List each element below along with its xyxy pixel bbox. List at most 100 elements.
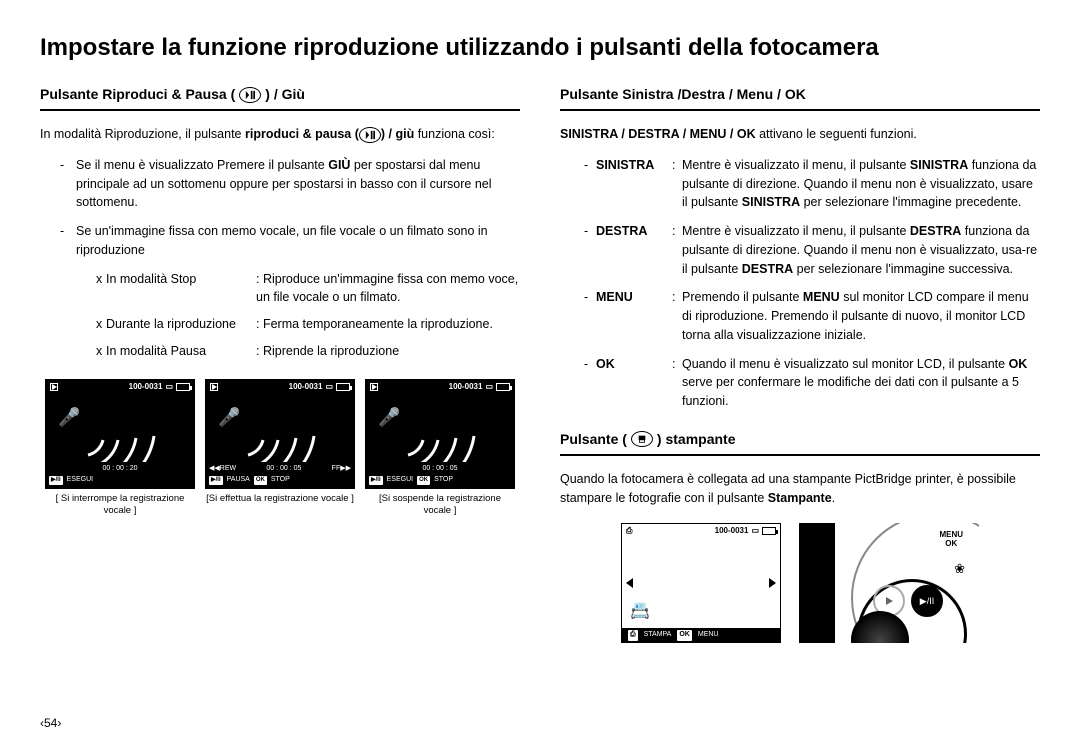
printer-text: Quando la fotocamera è collegata ad una … — [560, 470, 1040, 508]
left-heading: Pulsante Riproduci & Pausa ( ) / Giù — [40, 84, 520, 111]
right-arrow-icon[interactable] — [769, 578, 776, 588]
page-number: ‹54› — [40, 714, 61, 732]
file-number: 100-0031 — [715, 525, 749, 537]
play-pause-button[interactable]: ▶/II — [911, 585, 943, 617]
thumb-lcd: 100-0031 ▭ 🎤 00 : 00 : 05 ▶/II ESEG — [365, 379, 515, 489]
thumb-lcd: 100-0031 ▭ 🎤 ◀◀REW00 : 00 : 05FF▶▶ ▶/II — [205, 379, 355, 489]
thumbnail: 100-0031 ▭ 🎤 00 : 00 : 05 ▶/II ESEG — [365, 379, 515, 518]
thumbnail: 100-0031 ▭ 🎤 00 : 00 : 20 ▶/II ESEG — [45, 379, 195, 518]
timestamp: 00 : 00 : 05 — [266, 464, 301, 475]
control-label: ESEGUI — [67, 475, 93, 486]
bullet-item: Se un'immagine fissa con memo vocale, un… — [64, 222, 520, 361]
bullet-text: Se il menu è visualizzato Premere il pul… — [76, 158, 328, 172]
thumb-caption: [Si sospende la registrazione vocale ] — [365, 493, 515, 518]
sub-desc: Riprende la riproduzione — [256, 342, 520, 361]
sub-label: In modalità Stop — [106, 270, 256, 308]
control-label: PAUSA — [227, 475, 250, 486]
ok-button[interactable]: OK — [254, 476, 267, 485]
intro-bold-end: ) / giù — [381, 127, 414, 141]
ok-button[interactable]: OK — [417, 476, 430, 485]
right-column: Pulsante Sinistra /Destra / Menu / OK SI… — [560, 84, 1040, 643]
thumb-bottom-bar: 00 : 00 : 05 ▶/II ESEGUI OK STOP — [366, 462, 514, 488]
def-item: -SINISTRA: Mentre è visualizzato il menu… — [584, 156, 1040, 212]
ok-button[interactable]: OK — [677, 630, 692, 641]
def-term: DESTRA — [596, 222, 672, 278]
sub-desc: Ferma temporaneamente la riproduzione. — [256, 315, 520, 334]
thumbnails-row: 100-0031 ▭ 🎤 00 : 00 : 20 ▶/II ESEG — [40, 379, 520, 518]
rew-label: ◀◀REW — [209, 464, 236, 475]
play-pause-icon — [359, 127, 381, 143]
play-pause-button[interactable]: ▶/II — [369, 476, 383, 485]
def-term: OK — [596, 355, 672, 411]
def-desc: Quando il menu è visualizzato sul monito… — [682, 355, 1040, 411]
memory-icon: ▭ — [485, 381, 493, 393]
file-number: 100-0031 — [289, 381, 323, 393]
bullet-text: Se un'immagine fissa con memo vocale, un… — [76, 224, 488, 257]
sub-list: x In modalità Stop Riproduce un'immagine… — [76, 270, 520, 361]
thumb-top-bar: 100-0031 ▭ — [366, 380, 514, 394]
def-item: -MENU: Premendo il pulsante MENU sul mon… — [584, 288, 1040, 344]
battery-icon — [176, 383, 190, 391]
thumb-caption: [Si effettua la registrazione vocale ] — [205, 493, 355, 505]
battery-icon — [496, 383, 510, 391]
intro-text: In modalità Riproduzione, il pulsante — [40, 127, 245, 141]
lcd-bottom-bar: ⎙ STAMPA OK MENU — [622, 628, 780, 642]
file-number: 100-0031 — [129, 381, 163, 393]
def-item: -DESTRA: Mentre è visualizzato il menu, … — [584, 222, 1040, 278]
pictbridge-icon: ⎙ — [626, 525, 632, 537]
play-mode-icon — [210, 383, 218, 391]
heading-suffix: ) / Giù — [265, 84, 305, 105]
sub-item: x Durante la riproduzione Ferma temporan… — [96, 315, 520, 334]
control-label: MENU — [698, 630, 719, 641]
thumb-caption: [ Si interrompe la registrazione vocale … — [45, 493, 195, 518]
play-mode-icon — [50, 383, 58, 391]
def-desc: Premendo il pulsante MENU sul monitor LC… — [682, 288, 1040, 344]
heading-prefix: Pulsante ( — [560, 429, 627, 450]
def-term: MENU — [596, 288, 672, 344]
page-title: Impostare la funzione riproduzione utili… — [40, 30, 1040, 66]
lcd-top-bar: ⎙ 100-0031 ▭ — [622, 524, 780, 538]
intro-bold: riproduci & pausa ( — [245, 127, 359, 141]
printer-bold: Stampante — [768, 491, 832, 505]
right-intro: SINISTRA / DESTRA / MENU / OK attivano l… — [560, 125, 1040, 144]
macro-icon: ❀ — [954, 559, 965, 579]
print-button[interactable]: ⎙ — [628, 630, 638, 641]
content-columns: Pulsante Riproduci & Pausa ( ) / Giù In … — [40, 84, 1040, 643]
sub-item: x In modalità Pausa Riprende la riproduz… — [96, 342, 520, 361]
sub-item: x In modalità Stop Riproduce un'immagine… — [96, 270, 520, 308]
camera-screen — [799, 523, 835, 643]
sub-marker: x — [96, 342, 106, 361]
thumb-bottom-bar: 00 : 00 : 20 ▶/II ESEGUI — [46, 462, 194, 488]
thumb-lcd: 100-0031 ▭ 🎤 00 : 00 : 20 ▶/II ESEG — [45, 379, 195, 489]
memory-icon: ▭ — [325, 381, 333, 393]
definition-list: -SINISTRA: Mentre è visualizzato il menu… — [560, 156, 1040, 411]
left-arrow-icon[interactable] — [626, 578, 633, 588]
thumb-top-bar: 100-0031 ▭ — [46, 380, 194, 394]
sub-marker: x — [96, 315, 106, 334]
sub-desc: Riproduce un'immagine fissa con memo voc… — [256, 270, 520, 308]
play-pause-icon — [239, 87, 261, 103]
play-pause-button[interactable]: ▶/II — [49, 476, 63, 485]
left-column: Pulsante Riproduci & Pausa ( ) / Giù In … — [40, 84, 520, 643]
lcd-figure: ⎙ 100-0031 ▭ 📇 ⎙ STAMPA OK MENU — [621, 523, 781, 643]
printer-text-2: . — [832, 491, 835, 505]
file-number: 100-0031 — [449, 381, 483, 393]
def-desc: Mentre è visualizzato il menu, il pulsan… — [682, 222, 1040, 278]
memory-icon: ▭ — [751, 525, 759, 537]
play-pause-button[interactable]: ▶/II — [209, 476, 223, 485]
left-intro: In modalità Riproduzione, il pulsante ri… — [40, 125, 520, 144]
thumb-top-bar: 100-0031 ▭ — [206, 380, 354, 394]
control-label: STAMPA — [644, 630, 672, 641]
sound-waves-icon — [378, 410, 498, 470]
sub-marker: x — [96, 270, 106, 308]
menu-ok-label: MENUOK — [939, 531, 963, 549]
ff-label: FF▶▶ — [332, 464, 351, 475]
heading-prefix: Pulsante Riproduci & Pausa ( — [40, 84, 235, 105]
printer-heading: Pulsante ( ) stampante — [560, 429, 1040, 456]
bullet-list: Se il menu è visualizzato Premere il pul… — [40, 156, 520, 361]
memory-icon: ▭ — [165, 381, 173, 393]
sub-label: Durante la riproduzione — [106, 315, 256, 334]
thumbnail: 100-0031 ▭ 🎤 ◀◀REW00 : 00 : 05FF▶▶ ▶/II — [205, 379, 355, 518]
timestamp: 00 : 00 : 05 — [422, 464, 457, 475]
control-label: STOP — [271, 475, 290, 486]
